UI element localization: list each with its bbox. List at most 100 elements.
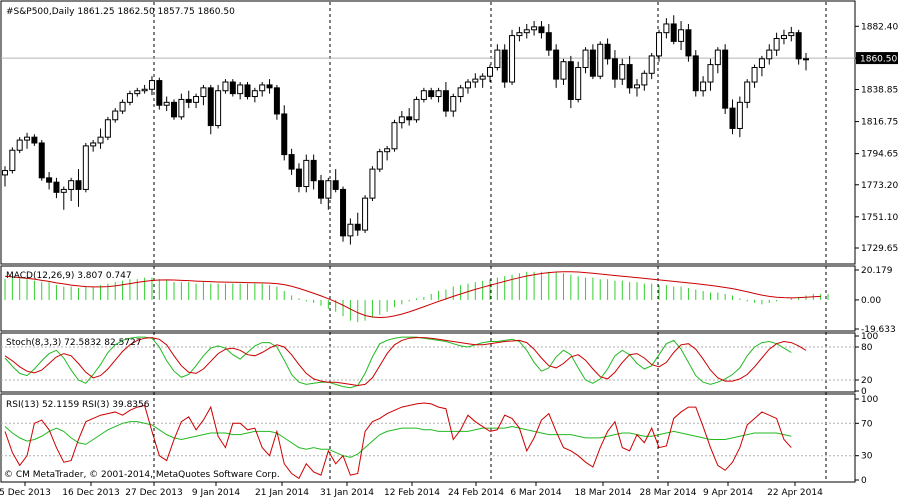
rsi-label: RSI(13) 52.1159 RSI(3) 39.8356 [6, 400, 150, 410]
candle-bull [82, 145, 89, 190]
rsi-indicator[interactable]: 100 70 30 0 [1, 395, 878, 486]
candle-bull [384, 148, 391, 153]
candle-bull [435, 90, 442, 98]
candle-bear [795, 32, 802, 60]
candle-bull [619, 64, 626, 80]
stoch-tick-label: 80 [861, 343, 873, 353]
candle-bull [178, 98, 185, 118]
candle-bull [2, 170, 8, 176]
current-price-box [856, 52, 898, 65]
candle-bear [317, 180, 324, 199]
date-tick-label: 9 Apr 2014 [703, 488, 753, 498]
candle-bear [340, 188, 347, 237]
candle-bear [553, 49, 560, 80]
candle-bull [788, 32, 795, 37]
candle-bull [773, 37, 780, 51]
candle-bear [266, 84, 273, 89]
candle-bear [207, 87, 214, 127]
candle-bear [538, 26, 545, 34]
candle-bear [273, 87, 280, 115]
candle-bear [685, 29, 692, 57]
candle-bull [60, 188, 67, 193]
candle-bull [700, 81, 707, 92]
rsi-tick-label: 0 [861, 476, 867, 486]
stoch-panel-frame [0, 332, 856, 393]
candle-bull [104, 119, 111, 138]
date-tick-label: 27 Dec 2013 [125, 488, 183, 498]
rsi13-line [4, 421, 792, 458]
candle-bear [229, 81, 236, 95]
candle-bull [251, 90, 258, 98]
macd-signal-line [4, 271, 821, 319]
candle-bull [259, 84, 266, 92]
candle-bull [663, 23, 670, 34]
macd-label: MACD(12,26,9) 3.807 0.747 [6, 271, 132, 281]
chart-header: #S&P500,Daily 1861.25 1862.50 1857.75 18… [6, 7, 235, 17]
candle-bull [24, 136, 31, 141]
candle-bull [200, 87, 207, 98]
rsi-panel-frame [0, 393, 856, 483]
candle-bear [406, 116, 413, 121]
candle-bear [545, 32, 552, 51]
candle-bull [766, 49, 773, 60]
candle-bull [369, 168, 376, 199]
candle-bear [53, 181, 60, 193]
stoch-tick-label: 20 [861, 376, 873, 386]
candle-bear [604, 43, 611, 60]
date-tick-label: 5 Dec 2013 [0, 488, 51, 498]
candle-bull [736, 101, 743, 129]
candle-bull [413, 98, 420, 121]
candle-bull [163, 101, 170, 106]
date-tick-label: 24 Feb 2014 [448, 488, 504, 498]
macd-tick-label: 0.00 [861, 296, 881, 306]
candle-bull [134, 90, 141, 95]
date-tick-label: 28 Mar 2014 [639, 488, 696, 498]
macd-panel-frame [0, 265, 856, 332]
candle-bear [442, 90, 449, 112]
candle-bull [464, 81, 471, 89]
candle-bear [281, 113, 288, 156]
candle-bull [494, 49, 501, 69]
candle-bull [325, 180, 332, 199]
candle-bull [678, 29, 685, 42]
candle-bull [582, 49, 589, 69]
candle-bear [171, 101, 178, 118]
candle-bull [457, 87, 464, 98]
price-tick-label: 1882.40 [861, 22, 898, 32]
candle-bull [597, 43, 604, 77]
candle-bull [90, 142, 97, 147]
candle-bull [215, 90, 222, 127]
candle-bull [347, 223, 354, 237]
candle-bull [531, 26, 538, 31]
candle-bull [68, 180, 75, 190]
candle-bull [479, 75, 486, 80]
candle-bear [501, 49, 508, 83]
candle-bear [46, 177, 53, 183]
date-tick-label: 31 Jan 2014 [320, 488, 374, 498]
candle-bear [185, 98, 192, 103]
candle-bull [641, 72, 648, 86]
stoch-tick-label: 100 [861, 332, 878, 342]
macd-tick-label: 20.179 [861, 266, 893, 276]
candle-bull [141, 88, 148, 92]
candle-bull [803, 58, 809, 61]
stoch-main-line [4, 336, 792, 389]
candle-bull [237, 84, 244, 95]
candle-bear [611, 58, 618, 80]
candle-bull [420, 90, 427, 100]
candle-bear [670, 23, 677, 42]
candlestick-series[interactable] [2, 15, 809, 245]
candle-bull [391, 122, 398, 150]
date-tick-label: 18 Mar 2014 [574, 488, 631, 498]
macd-indicator[interactable]: 20.179 0.00 -19.633 [4, 266, 896, 335]
rsi3-line [4, 402, 792, 480]
candle-bear [567, 61, 574, 100]
date-tick-label: 21 Jan 2014 [255, 488, 309, 498]
candle-bear [626, 64, 633, 89]
candle-bull [450, 96, 457, 112]
candle-bear [428, 90, 435, 98]
candle-bull [633, 84, 640, 89]
